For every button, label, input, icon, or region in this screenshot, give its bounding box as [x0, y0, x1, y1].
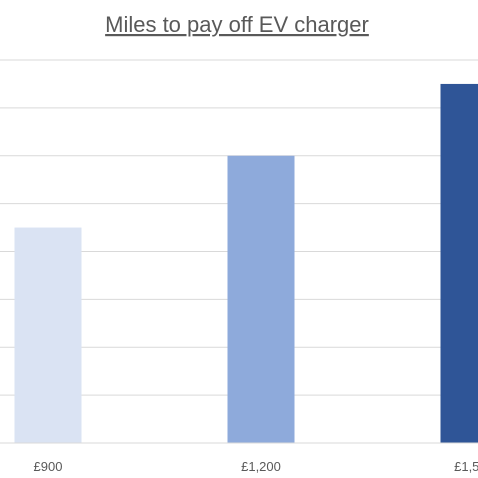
x-tick-label: £1,500	[454, 459, 478, 474]
x-tick-label: £900	[34, 459, 63, 474]
bar-3	[440, 83, 478, 443]
bar-2	[227, 155, 295, 443]
bars	[14, 83, 478, 443]
x-tick-label: £1,200	[241, 459, 281, 474]
chart-title: Miles to pay off EV charger	[105, 12, 369, 37]
x-axis-tick-labels: £900 £1,200 £1,500	[34, 459, 478, 474]
bar-1	[14, 227, 82, 443]
